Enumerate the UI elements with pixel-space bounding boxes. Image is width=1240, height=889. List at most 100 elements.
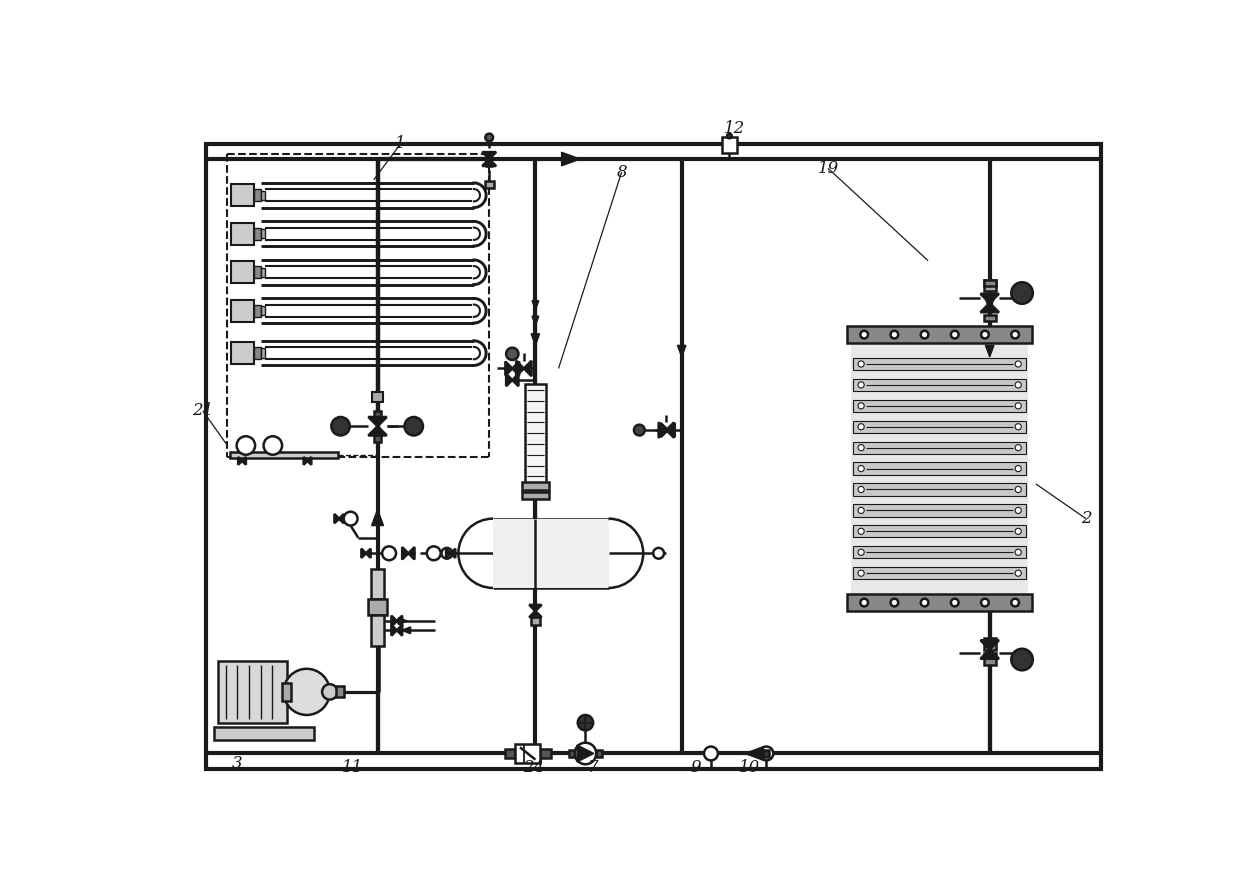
Bar	[983, 653, 996, 665]
Polygon shape	[661, 423, 668, 437]
Polygon shape	[531, 334, 539, 346]
Circle shape	[1016, 382, 1022, 388]
Bar	[983, 315, 996, 321]
Bar	[260, 348, 265, 357]
Polygon shape	[372, 509, 383, 525]
Circle shape	[1012, 331, 1019, 339]
Polygon shape	[304, 457, 308, 465]
Bar	[231, 300, 254, 322]
Circle shape	[237, 436, 255, 454]
Polygon shape	[368, 426, 387, 436]
Bar	[983, 280, 996, 286]
Bar	[254, 305, 260, 316]
Circle shape	[331, 417, 350, 436]
Bar	[851, 343, 1028, 594]
Bar	[853, 525, 1025, 538]
Polygon shape	[402, 547, 408, 559]
Circle shape	[858, 549, 864, 556]
Bar	[505, 749, 516, 758]
Polygon shape	[529, 605, 542, 611]
Circle shape	[858, 382, 864, 388]
Circle shape	[506, 348, 518, 360]
Circle shape	[861, 331, 868, 339]
Text: 11: 11	[341, 759, 363, 776]
Bar	[231, 223, 254, 244]
Circle shape	[1016, 444, 1022, 451]
Text: 7: 7	[588, 759, 599, 776]
Circle shape	[890, 331, 898, 339]
Circle shape	[1012, 649, 1033, 670]
Bar	[764, 750, 770, 757]
Polygon shape	[506, 374, 512, 386]
Circle shape	[284, 669, 330, 715]
Circle shape	[858, 403, 864, 409]
Bar	[522, 483, 549, 490]
Circle shape	[858, 466, 864, 472]
Bar	[231, 261, 254, 283]
Polygon shape	[516, 361, 523, 376]
Bar	[596, 749, 603, 757]
Circle shape	[921, 331, 929, 339]
Polygon shape	[512, 362, 520, 375]
Polygon shape	[666, 422, 675, 437]
Circle shape	[1016, 508, 1022, 514]
Circle shape	[981, 598, 988, 606]
Bar	[254, 189, 260, 202]
Bar	[254, 266, 260, 278]
Circle shape	[890, 598, 898, 606]
Bar	[522, 492, 549, 500]
Bar	[983, 638, 996, 650]
Bar	[372, 569, 383, 599]
Circle shape	[858, 508, 864, 514]
Polygon shape	[532, 316, 539, 325]
Circle shape	[485, 133, 494, 141]
Bar	[853, 379, 1025, 391]
Circle shape	[858, 528, 864, 534]
Bar	[336, 686, 343, 697]
Circle shape	[1016, 424, 1022, 429]
Polygon shape	[398, 618, 408, 624]
Polygon shape	[577, 745, 594, 762]
Polygon shape	[981, 303, 999, 312]
Bar	[541, 749, 551, 758]
Circle shape	[343, 512, 357, 525]
Circle shape	[1016, 528, 1022, 534]
Text: 21: 21	[192, 403, 213, 420]
Polygon shape	[339, 514, 343, 524]
Circle shape	[704, 747, 718, 760]
Circle shape	[981, 331, 988, 339]
Circle shape	[1016, 570, 1022, 576]
Circle shape	[951, 331, 959, 339]
Polygon shape	[450, 549, 455, 558]
Polygon shape	[516, 744, 541, 763]
Bar	[215, 726, 315, 741]
Polygon shape	[408, 547, 414, 559]
Bar	[525, 384, 546, 484]
Polygon shape	[361, 549, 366, 558]
Circle shape	[634, 425, 645, 436]
Text: 24: 24	[523, 759, 544, 776]
Polygon shape	[397, 625, 402, 636]
Circle shape	[1016, 466, 1022, 472]
Polygon shape	[506, 362, 512, 375]
Bar	[853, 567, 1025, 580]
Polygon shape	[529, 611, 542, 617]
Circle shape	[264, 436, 281, 454]
Polygon shape	[532, 300, 539, 310]
Polygon shape	[986, 346, 994, 356]
Polygon shape	[658, 422, 666, 437]
Circle shape	[921, 598, 929, 606]
Circle shape	[653, 548, 663, 558]
Circle shape	[1016, 403, 1022, 409]
Bar	[847, 594, 1032, 611]
Bar	[531, 617, 541, 625]
Bar	[281, 683, 291, 701]
Bar	[372, 391, 383, 403]
Bar	[373, 411, 382, 417]
Polygon shape	[668, 423, 675, 437]
Circle shape	[858, 361, 864, 367]
Polygon shape	[981, 650, 999, 659]
Bar	[254, 228, 260, 240]
Polygon shape	[368, 417, 387, 426]
Circle shape	[1016, 361, 1022, 367]
